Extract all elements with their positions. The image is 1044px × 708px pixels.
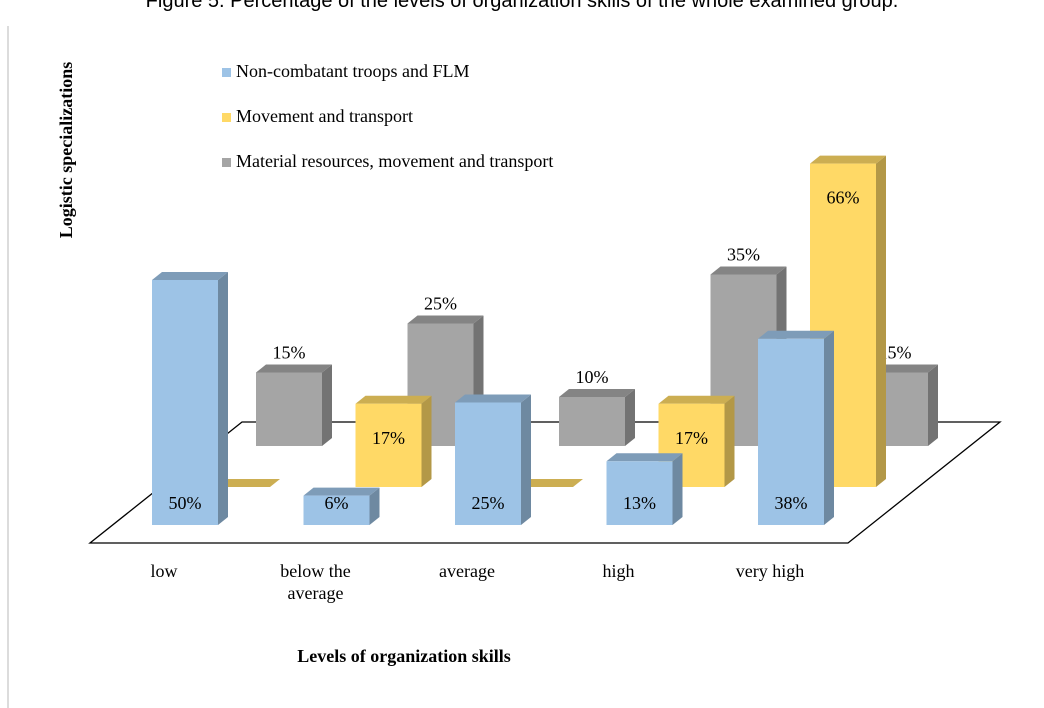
- data-label: 66%: [827, 188, 860, 208]
- bar-side: [625, 389, 635, 446]
- bar-top: [658, 395, 735, 404]
- bar-top: [810, 155, 886, 164]
- bar-side: [928, 364, 938, 446]
- bar-front: [758, 338, 824, 525]
- data-label: 13%: [623, 493, 656, 513]
- bar: [256, 364, 332, 446]
- data-label: 15%: [273, 343, 306, 363]
- x-tick-label: below the average: [280, 561, 351, 603]
- legend-label: Movement and transport: [236, 106, 413, 126]
- data-label: 10%: [576, 367, 609, 387]
- data-label: 6%: [325, 493, 349, 513]
- bar-side: [421, 395, 432, 487]
- bar-front: [559, 397, 625, 446]
- bar: [303, 487, 380, 525]
- bar-top: [407, 315, 484, 324]
- x-tick-label: high: [602, 561, 635, 581]
- bar-top: [559, 389, 635, 397]
- bar: [559, 389, 635, 446]
- bar-side: [876, 155, 886, 487]
- bar: [152, 272, 228, 525]
- data-label: 50%: [169, 493, 202, 513]
- bar: [758, 330, 834, 525]
- data-label: 17%: [675, 428, 708, 448]
- legend-swatch: [222, 113, 231, 122]
- bar-top: [710, 266, 787, 275]
- bar-top: [256, 364, 332, 373]
- bar-side: [369, 487, 380, 525]
- data-label: 25%: [472, 493, 505, 513]
- y-axis-label: Logistic specializations: [56, 62, 76, 239]
- bar-top: [455, 394, 531, 403]
- bar-top: [303, 487, 380, 496]
- data-label: 25%: [424, 294, 457, 314]
- bar-side: [322, 364, 332, 446]
- bar-front: [455, 402, 521, 525]
- legend-swatch: [222, 158, 231, 167]
- bar-front: [355, 403, 422, 487]
- legend-swatch: [222, 68, 231, 77]
- bar: [355, 395, 432, 487]
- bar-front: [303, 495, 370, 525]
- bar-top: [758, 330, 834, 339]
- data-label: 35%: [727, 245, 760, 265]
- bar-front: [152, 280, 218, 525]
- x-axis-label: Levels of organization skills: [297, 646, 511, 666]
- x-tick-label: very high: [735, 561, 805, 581]
- bar-side: [672, 453, 683, 525]
- bar-top: [606, 453, 683, 462]
- data-label: 17%: [372, 428, 405, 448]
- bar-side: [218, 272, 228, 525]
- x-tick-label: low: [150, 561, 178, 581]
- bar-side: [521, 394, 531, 525]
- bar: [606, 453, 683, 525]
- bar-side: [724, 395, 735, 487]
- bar-top: [355, 395, 432, 404]
- data-label: 15%: [879, 343, 912, 363]
- bar-top: [152, 272, 228, 280]
- bar-front: [256, 372, 322, 446]
- bar-side: [824, 330, 834, 525]
- x-tick-label: average: [439, 561, 495, 581]
- legend-label: Material resources, movement and transpo…: [236, 151, 553, 171]
- bar-front: [606, 461, 673, 525]
- chart-title: Figure 5. Percentage of the levels of or…: [145, 0, 899, 12]
- bar: [455, 394, 531, 525]
- data-label: 38%: [775, 493, 808, 513]
- legend-label: Non-combatant troops and FLM: [236, 61, 469, 81]
